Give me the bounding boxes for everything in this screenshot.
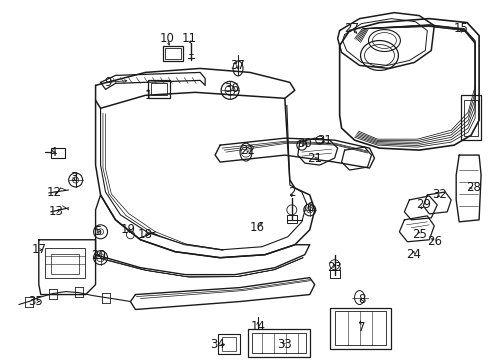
Text: 23: 23: [326, 261, 342, 274]
Bar: [460, 95, 480, 140]
Text: 7: 7: [357, 321, 365, 334]
Bar: [334, 311, 386, 345]
Text: 32: 32: [431, 188, 446, 202]
Bar: [51, 254, 79, 274]
Text: 2: 2: [287, 186, 295, 199]
Text: 11: 11: [182, 32, 196, 45]
Text: 27: 27: [344, 22, 358, 35]
Bar: [286, 215, 296, 223]
Text: 16: 16: [249, 221, 264, 234]
Text: 17: 17: [31, 243, 46, 256]
Text: 15: 15: [453, 22, 468, 35]
Text: 8: 8: [357, 293, 365, 306]
Text: 33: 33: [277, 338, 292, 351]
Bar: [218, 334, 240, 354]
Bar: [329, 270, 339, 278]
Text: 25: 25: [411, 228, 426, 241]
Bar: [463, 100, 477, 136]
Text: 36: 36: [224, 82, 239, 95]
Text: 9: 9: [103, 76, 111, 89]
Text: 29: 29: [415, 198, 430, 211]
Text: 12: 12: [46, 186, 61, 199]
Text: 22: 22: [240, 144, 255, 157]
Text: 18: 18: [138, 228, 153, 241]
Text: 21: 21: [306, 152, 322, 165]
Text: 30: 30: [297, 137, 311, 150]
Text: 10: 10: [160, 32, 174, 45]
Text: 6: 6: [305, 201, 313, 215]
Text: 5: 5: [94, 225, 101, 238]
Text: 28: 28: [465, 181, 480, 194]
Bar: [51, 148, 64, 158]
Bar: [329, 307, 390, 349]
Bar: [165, 48, 181, 59]
Bar: [151, 84, 167, 95]
Bar: [247, 329, 309, 357]
Text: 14: 14: [250, 320, 265, 333]
Text: 31: 31: [317, 134, 331, 147]
Text: 26: 26: [426, 235, 441, 248]
Bar: [251, 333, 305, 353]
Text: 13: 13: [48, 205, 63, 219]
Text: 24: 24: [405, 248, 420, 261]
Text: 3: 3: [70, 171, 77, 184]
Bar: [45, 248, 84, 278]
Bar: [163, 45, 183, 62]
Text: 20: 20: [91, 249, 106, 262]
Text: 37: 37: [230, 59, 245, 72]
Bar: [148, 80, 170, 98]
Text: 4: 4: [49, 145, 57, 159]
Bar: [222, 337, 236, 351]
Text: 35: 35: [28, 295, 43, 308]
Text: 34: 34: [210, 338, 225, 351]
Text: 19: 19: [121, 223, 136, 236]
Text: 1: 1: [144, 89, 152, 102]
